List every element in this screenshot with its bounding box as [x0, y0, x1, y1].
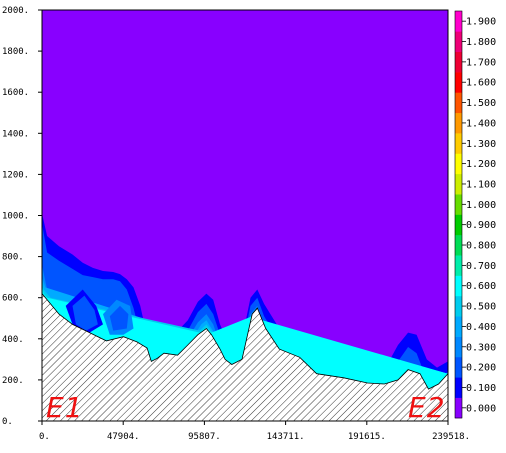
colorbar-label: 1.300 — [466, 139, 496, 150]
colorbar-label: 1.000 — [466, 200, 496, 211]
colorbar-swatch — [455, 72, 462, 93]
x-tick-label: 191615. — [348, 432, 386, 442]
colorbar-swatch — [455, 153, 462, 175]
colorbar-swatch — [455, 356, 462, 378]
y-tick-label: 1000. — [2, 212, 29, 222]
colorbar-swatch — [455, 214, 462, 236]
colorbar-label: 0.000 — [466, 403, 496, 414]
colorbar-swatch — [455, 316, 462, 337]
x-tick-label: 239518. — [432, 432, 470, 442]
colorbar-label: 0.700 — [466, 261, 496, 272]
y-tick-label: 2000. — [2, 6, 29, 16]
y-axis: 0. 200. 400. 600. 800. 1000. 1200. 1400. 1600. 18… — [2, 6, 42, 427]
y-tick-label: 400. — [2, 335, 24, 345]
colorbar-legend: 0.000 0.100 0.200 0.300 0.400 0.500 0.600 0.700… — [454, 10, 496, 419]
colorbar-swatch — [455, 295, 462, 317]
y-tick-label: 1800. — [2, 47, 29, 57]
colorbar-label: 0.600 — [466, 281, 496, 292]
colorbar-swatch — [455, 194, 462, 215]
colorbar-label: 1.600 — [466, 78, 496, 89]
colorbar-swatch — [455, 133, 462, 154]
colorbar-swatch — [455, 11, 462, 32]
x-tick-label: 0. — [39, 432, 50, 442]
y-tick-label: 0. — [2, 417, 13, 427]
colorbar-swatch — [455, 31, 462, 52]
colorbar-swatch — [455, 275, 462, 297]
endpoint-label-left: E1 — [46, 391, 84, 424]
contour-pocket-4 — [109, 305, 129, 331]
y-tick-label: 800. — [2, 253, 24, 263]
colorbar-label: 0.200 — [466, 363, 496, 374]
colorbar-swatch — [455, 234, 462, 256]
x-tick-label: 143711. — [267, 432, 305, 442]
endpoint-label-right: E2 — [408, 391, 446, 424]
colorbar-swatch — [455, 92, 462, 114]
x-tick-label: 47904. — [107, 432, 140, 442]
y-tick-label: 200. — [2, 376, 24, 386]
colorbar-swatch — [455, 112, 462, 134]
x-axis: 0. 47904. 95807. 143711. 191615. 239518. — [39, 421, 470, 442]
contour-pocket-2 — [72, 295, 98, 331]
colorbar-swatch — [455, 336, 462, 358]
x-tick-label: 95807. — [188, 432, 221, 442]
y-tick-label: 1200. — [2, 170, 29, 180]
colorbar-label: 1.900 — [466, 17, 496, 28]
colorbar-label: 0.100 — [466, 383, 496, 394]
colorbar-swatch — [455, 397, 462, 419]
colorbar-label: 1.200 — [466, 159, 496, 170]
y-tick-label: 600. — [2, 294, 24, 304]
colorbar-swatch — [455, 173, 462, 195]
colorbar-label: 1.800 — [466, 37, 496, 48]
colorbar-swatch — [455, 51, 462, 73]
colorbar-label: 0.400 — [466, 322, 496, 333]
colorbar-label: 0.500 — [466, 302, 496, 313]
y-tick-label: 1600. — [2, 88, 29, 98]
colorbar-swatch — [455, 377, 462, 398]
colorbar-label: 1.400 — [466, 118, 496, 129]
colorbar-frame — [454, 10, 463, 419]
terrain-hatched-area — [42, 292, 448, 421]
y-tick-label: 1400. — [2, 129, 29, 139]
colorbar-label: 0.900 — [466, 220, 496, 231]
colorbar-label: 1.700 — [466, 57, 496, 68]
colorbar-label: 0.300 — [466, 342, 496, 353]
colorbar-label: 1.500 — [466, 98, 496, 109]
colorbar-swatch — [455, 255, 462, 276]
colorbar-label: 0.800 — [466, 241, 496, 252]
colorbar-label: 1.100 — [466, 179, 496, 190]
